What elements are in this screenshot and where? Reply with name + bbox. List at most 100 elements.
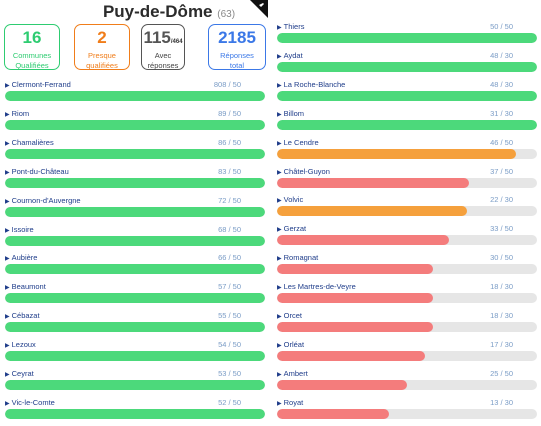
commune-row[interactable]: ▶ Beaumont 57 / 50 <box>5 282 269 306</box>
expand-triangle-icon[interactable]: ▶ <box>5 285 10 292</box>
stat-qualified-communes: 16 Communes Qualifiées <box>4 24 60 70</box>
expand-triangle-icon[interactable]: ▶ <box>277 169 282 176</box>
commune-row[interactable]: ▶ Cébazat 55 / 50 <box>5 311 269 335</box>
progress-track <box>5 91 265 101</box>
commune-name[interactable]: ▶ Chamalières <box>5 138 54 147</box>
progress-track <box>277 177 537 188</box>
commune-name[interactable]: ▶ Riom <box>5 109 29 118</box>
progress-fill <box>277 408 389 419</box>
commune-name[interactable]: ▶ Aubière <box>5 253 37 262</box>
commune-row[interactable]: ▶ Ambert 25 / 50 <box>277 369 541 393</box>
expand-triangle-icon[interactable]: ▶ <box>277 285 282 292</box>
expand-triangle-icon[interactable]: ▶ <box>277 400 282 407</box>
commune-name[interactable]: ▶ Châtel-Guyon <box>277 167 330 176</box>
commune-name[interactable]: ▶ Beaumont <box>5 282 46 291</box>
commune-label: Les Martres-de-Veyre <box>283 282 356 292</box>
commune-name[interactable]: ▶ Lezoux <box>5 340 36 349</box>
commune-row[interactable]: ▶ Orcet 18 / 30 <box>277 311 541 335</box>
expand-triangle-icon[interactable]: ▶ <box>5 343 10 350</box>
expand-triangle-icon[interactable]: ▶ <box>5 314 10 321</box>
expand-triangle-icon[interactable]: ▶ <box>277 53 282 60</box>
commune-row[interactable]: ▶ Royat 13 / 30 <box>277 398 541 422</box>
expand-triangle-icon[interactable]: ▶ <box>277 256 282 263</box>
commune-row[interactable]: ▶ Riom 89 / 50 <box>5 109 269 133</box>
commune-score: 86 / 50 <box>218 137 241 147</box>
progress-track <box>5 148 265 159</box>
commune-row[interactable]: ▶ Orléat 17 / 30 <box>277 340 541 364</box>
commune-name[interactable]: ▶ Cébazat <box>5 311 40 320</box>
progress-track <box>277 235 537 246</box>
commune-name[interactable]: ▶ Gerzat <box>277 224 306 233</box>
expand-triangle-icon[interactable]: ▶ <box>277 111 282 118</box>
commune-row[interactable]: ▶ Cournon-d'Auvergne 72 / 50 <box>5 196 269 220</box>
expand-triangle-icon[interactable]: ▶ <box>277 314 282 320</box>
commune-row[interactable]: ▶ Aubière 66 / 50 <box>5 253 269 277</box>
commune-row[interactable]: ▶ Vic-le-Comte 52 / 50 <box>5 398 269 422</box>
commune-row[interactable]: ▶ Volvic 22 / 30 <box>277 195 541 219</box>
expand-triangle-icon[interactable]: ▶ <box>5 256 10 263</box>
commune-name[interactable]: ▶ Royat <box>277 398 303 407</box>
commune-name[interactable]: ▶ Romagnat <box>277 253 318 262</box>
commune-name[interactable]: ▶ Volvic <box>277 195 303 204</box>
commune-label: Romagnat <box>283 253 319 263</box>
commune-name[interactable]: ▶ La Roche-Blanche <box>277 80 345 89</box>
corner-flag-icon[interactable] <box>248 0 268 20</box>
expand-triangle-icon[interactable]: ▶ <box>5 140 10 147</box>
expand-triangle-icon[interactable]: ▶ <box>5 400 10 407</box>
commune-row[interactable]: ▶ Le Cendre 46 / 50 <box>277 138 541 162</box>
expand-triangle-icon[interactable]: ▶ <box>5 169 10 176</box>
expand-triangle-icon[interactable]: ▶ <box>5 227 10 234</box>
commune-name[interactable]: ▶ Ambert <box>277 369 308 378</box>
commune-name[interactable]: ▶ Le Cendre <box>277 138 319 147</box>
progress-fill <box>277 264 433 275</box>
commune-row[interactable]: ▶ Billom 31 / 30 <box>277 109 541 133</box>
commune-row[interactable]: ▶ Clermont-Ferrand 808 / 50 <box>5 80 269 104</box>
commune-name[interactable]: ▶ Vic-le-Comte <box>5 398 55 407</box>
commune-row[interactable]: ▶ Romagnat 30 / 50 <box>277 253 541 277</box>
progress-fill <box>277 379 407 390</box>
commune-name[interactable]: ▶ Aydat <box>277 51 303 60</box>
progress-fill <box>277 90 537 101</box>
expand-triangle-icon[interactable]: ▶ <box>277 342 282 349</box>
commune-row[interactable]: ▶ Issoire 68 / 50 <box>5 225 269 249</box>
expand-triangle-icon[interactable]: ▶ <box>277 371 282 378</box>
expand-triangle-icon[interactable]: ▶ <box>277 25 282 31</box>
commune-row[interactable]: ▶ Gerzat 33 / 50 <box>277 224 541 248</box>
expand-triangle-icon[interactable]: ▶ <box>277 227 282 234</box>
expand-triangle-icon[interactable]: ▶ <box>277 140 282 147</box>
commune-row[interactable]: ▶ Pont-du-Château 83 / 50 <box>5 167 269 191</box>
commune-label: Aubière <box>11 253 38 263</box>
commune-row[interactable]: ▶ Chamalières 86 / 50 <box>5 138 269 162</box>
commune-row[interactable]: ▶ Aydat 48 / 30 <box>277 51 541 75</box>
commune-row[interactable]: ▶ Thiers 50 / 50 <box>277 22 541 46</box>
progress-track <box>277 119 537 130</box>
commune-score: 53 / 50 <box>218 369 241 378</box>
commune-score: 808 / 50 <box>213 80 241 89</box>
expand-triangle-icon[interactable]: ▶ <box>277 82 282 89</box>
commune-name[interactable]: ▶ Orléat <box>277 340 304 349</box>
progress-track <box>277 61 537 72</box>
commune-row[interactable]: ▶ Les Martres-de-Veyre 18 / 30 <box>277 282 541 306</box>
commune-label: Orléat <box>283 339 305 349</box>
expand-triangle-icon[interactable]: ▶ <box>5 198 10 205</box>
expand-triangle-icon[interactable]: ▶ <box>277 198 282 205</box>
expand-triangle-icon[interactable]: ▶ <box>5 372 10 378</box>
expand-triangle-icon[interactable]: ▶ <box>5 83 10 89</box>
commune-row[interactable]: ▶ La Roche-Blanche 48 / 30 <box>277 80 541 104</box>
commune-row[interactable]: ▶ Lezoux 54 / 50 <box>5 340 269 364</box>
commune-row[interactable]: ▶ Châtel-Guyon 37 / 50 <box>277 167 541 191</box>
commune-name[interactable]: ▶ Billom <box>277 109 304 118</box>
commune-name[interactable]: ▶ Pont-du-Château <box>5 167 69 176</box>
commune-name[interactable]: ▶ Clermont-Ferrand <box>5 80 71 89</box>
commune-row[interactable]: ▶ Ceyrat 53 / 50 <box>5 369 269 393</box>
commune-name[interactable]: ▶ Orcet <box>277 311 302 320</box>
expand-triangle-icon[interactable]: ▶ <box>5 111 10 118</box>
commune-name[interactable]: ▶ Ceyrat <box>5 369 34 378</box>
commune-name[interactable]: ▶ Thiers <box>277 22 304 31</box>
progress-track <box>5 119 265 130</box>
commune-name[interactable]: ▶ Issoire <box>5 225 34 234</box>
commune-name[interactable]: ▶ Les Martres-de-Veyre <box>277 282 356 291</box>
commune-name[interactable]: ▶ Cournon-d'Auvergne <box>5 196 81 205</box>
progress-track <box>5 206 265 217</box>
commune-label: Pont-du-Château <box>11 166 69 176</box>
